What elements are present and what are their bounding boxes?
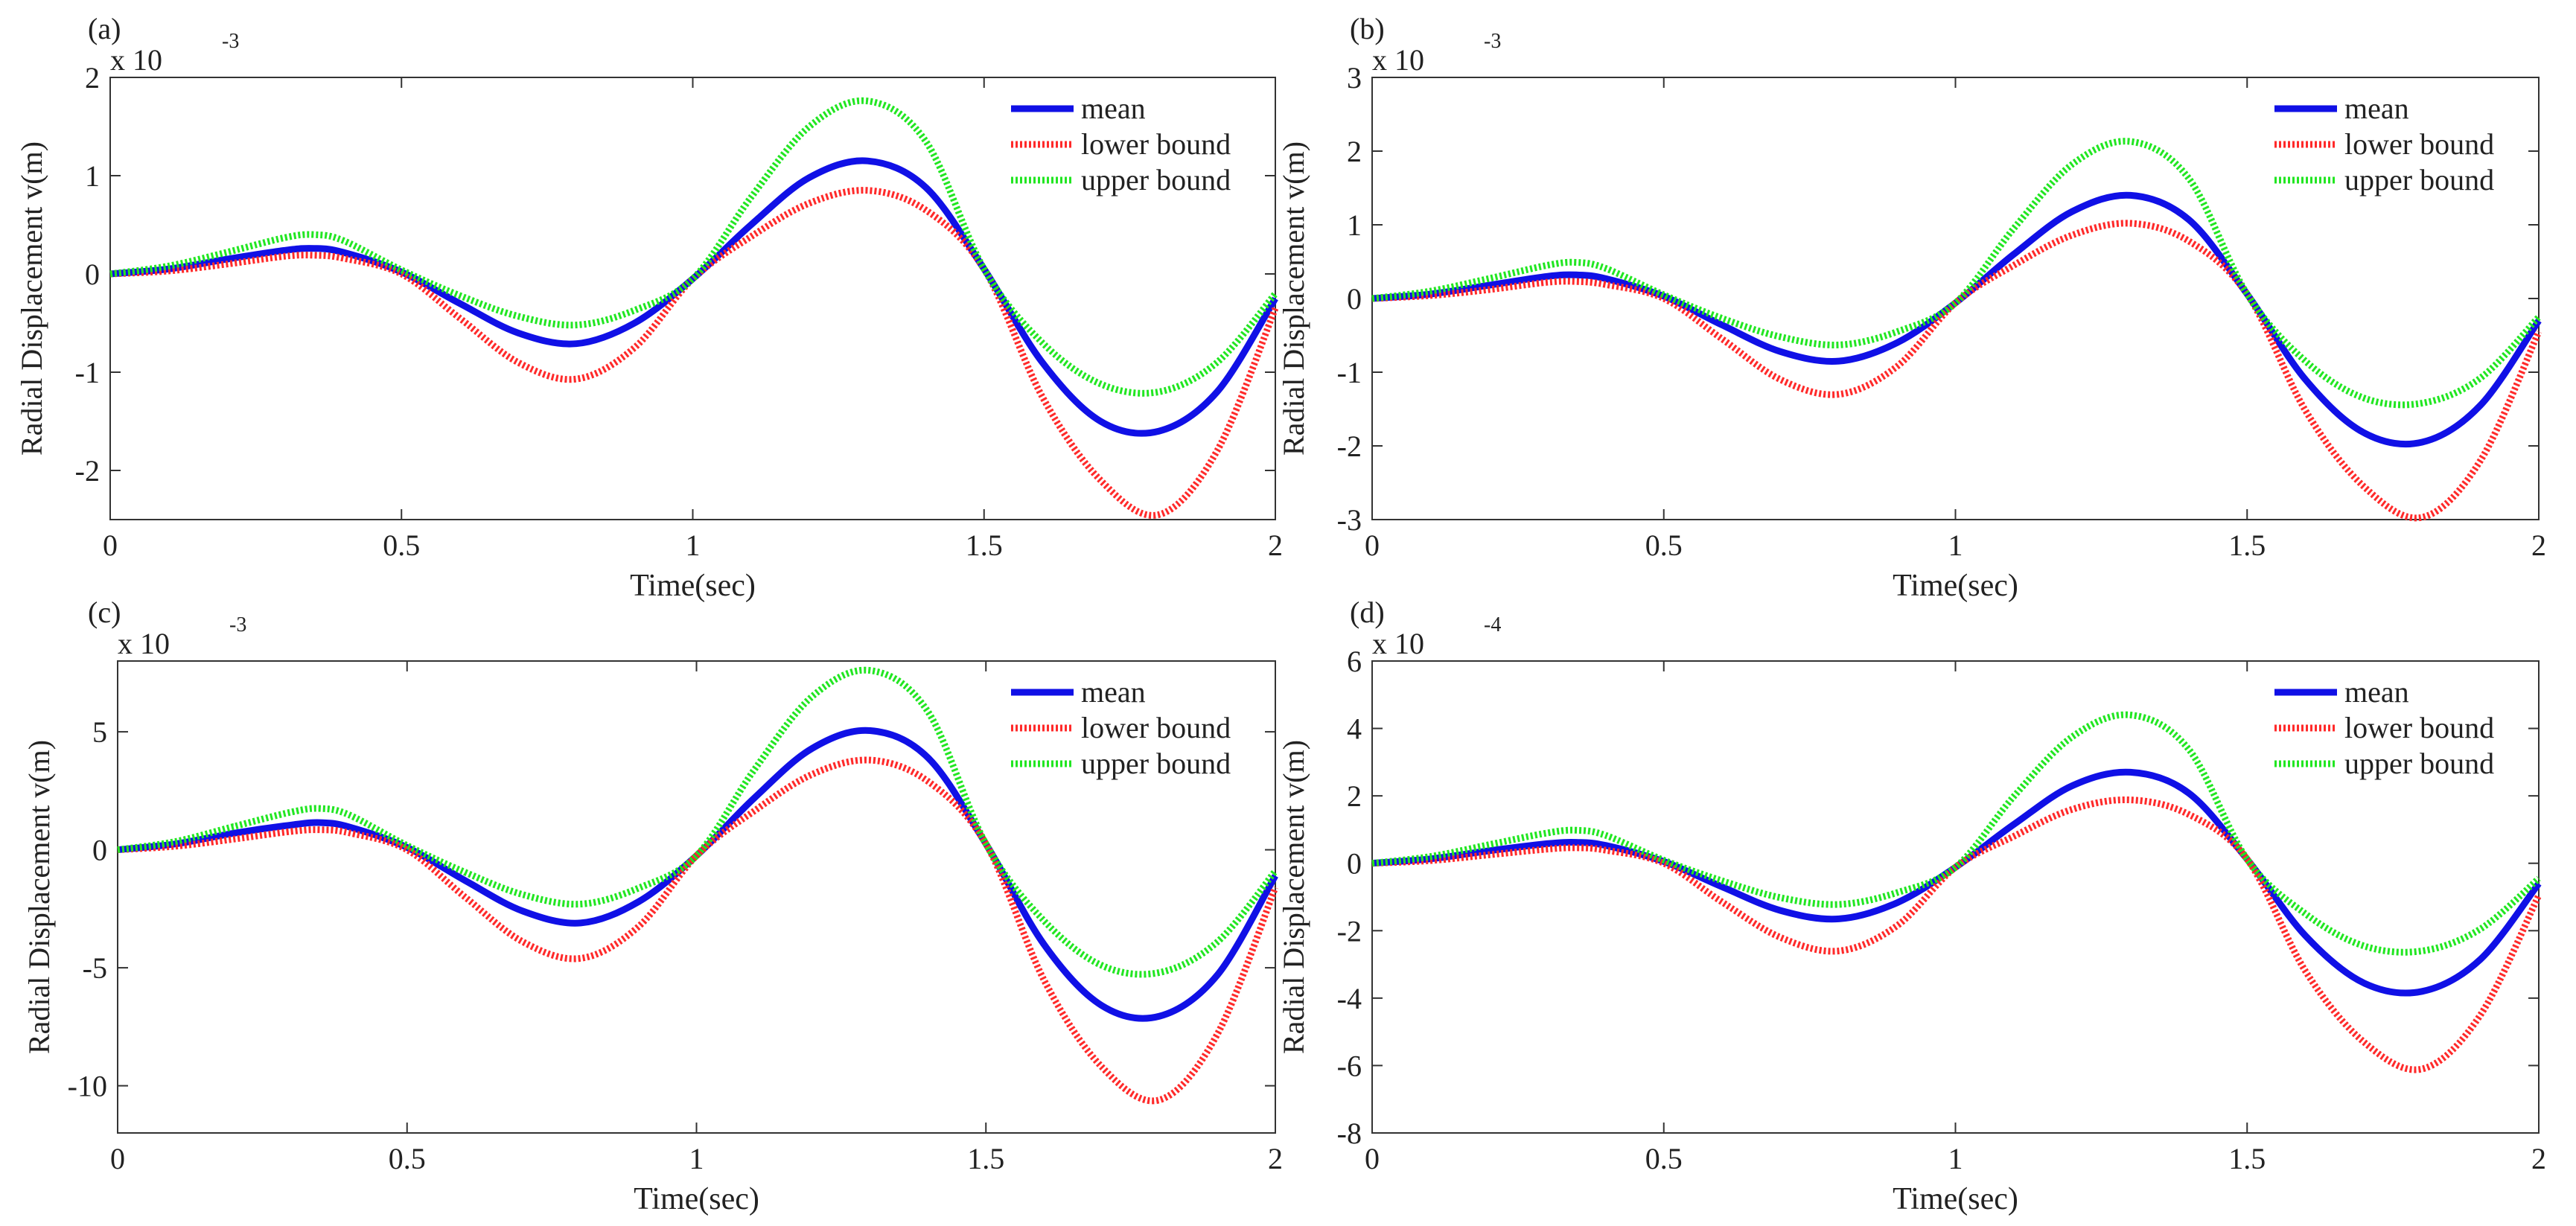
y-axis-label: Radial Displacement v(m) [1277,141,1310,456]
x-tick-label: 2 [1268,529,1283,562]
x-tick-label: 1 [1948,529,1963,562]
panel-label: (d) [1350,596,1385,629]
x-tick-label: 0 [103,529,118,562]
x-axis-label: Time(sec) [630,569,756,603]
legend-label: lower bound [2344,127,2494,161]
legend-label: mean [2344,92,2409,125]
legend-label: lower bound [2344,711,2494,744]
y-tick-label: 2 [85,61,100,95]
y-axis-label: Radial Displacement v(m) [1277,740,1310,1054]
legend-label: upper bound [1081,163,1231,197]
y-tick-label: -1 [75,356,100,389]
x-axis-label: Time(sec) [1893,569,2018,603]
x-tick-label: 0.5 [383,529,420,562]
x-axis-label: Time(sec) [1893,1182,2018,1216]
y-tick-label: 0 [1347,847,1362,881]
chart-panel-c: 0 0.5 1 1.5 2 -10 -5 0 5 Time(sec) Radial Displace… [22,596,1283,1216]
series-line-lower-bound [117,756,1279,1105]
legend-label: mean [2344,675,2409,709]
x-tick-label: 0 [1365,1142,1380,1175]
y-tick-label: 1 [1347,208,1362,242]
y-tick-label: 0 [1347,282,1362,316]
y-tick-label: 2 [1347,135,1362,168]
y-tick-label: -8 [1337,1117,1362,1150]
scale-factor-base: x 10 [110,43,162,77]
y-tick-label: -2 [1337,914,1362,948]
scale-factor-exponent: -3 [229,613,246,636]
series-line-upper-bound [1371,711,2541,956]
y-tick-label: -2 [75,454,100,488]
y-tick-label: -2 [1337,430,1362,463]
series-line-mean [109,157,1278,437]
y-tick-label: 0 [85,258,100,291]
y-tick-label: 0 [92,834,107,867]
y-tick-label: 3 [1347,61,1362,95]
scale-factor-exponent: -3 [1484,30,1501,53]
legend-label: upper bound [1081,747,1231,780]
x-tick-label: 1.5 [966,529,1003,562]
series-line-mean [1371,768,2542,997]
x-tick-label: 0.5 [1645,1142,1683,1175]
y-tick-label: 6 [1347,645,1362,678]
x-tick-label: 0 [1365,529,1380,562]
y-tick-label: 1 [85,159,100,193]
y-tick-label: 2 [1347,779,1362,813]
series-line-mean [1371,191,2542,448]
series-line-upper-bound [117,666,1278,978]
chart-panel-b: 0 0.5 1 1.5 2 -3 -2 -1 0 1 2 3 Time(sec) Radial Displ… [1277,12,2546,603]
legend-label: mean [1081,92,1146,125]
x-tick-label: 1 [1948,1142,1963,1175]
x-tick-label: 2 [2531,529,2546,562]
panel-label: (c) [88,596,121,629]
y-tick-label: -5 [83,951,107,985]
x-tick-label: 2 [2531,1142,2546,1175]
y-tick-label: -4 [1337,982,1362,1015]
series-line-lower-bound [109,187,1279,519]
x-tick-label: 0.5 [1645,529,1683,562]
panel-label: (b) [1350,12,1385,45]
legend-label: lower bound [1081,127,1231,161]
scale-factor-base: x 10 [1372,43,1424,77]
y-axis-label: Radial Displacement v(m) [15,141,48,456]
x-tick-label: 2 [1268,1142,1283,1175]
x-tick-label: 0.5 [389,1142,426,1175]
x-axis-label: Time(sec) [634,1182,759,1216]
chart-panel-a: 0 0.5 1 1.5 2 -2 -1 0 1 2 Time(sec) Radial Displace… [15,12,1283,603]
panel-label: (a) [88,12,121,45]
y-tick-label: -1 [1337,356,1362,389]
series-line-lower-bound [1371,796,2542,1073]
x-tick-label: 1 [689,1142,704,1175]
y-axis-label: Radial Displacement v(m) [22,740,56,1054]
legend-label: upper bound [2344,747,2494,780]
scale-factor-exponent: -4 [1484,613,1501,636]
y-tick-label: 4 [1347,712,1362,746]
x-tick-label: 1.5 [2228,529,2266,562]
y-tick-label: -10 [68,1070,107,1103]
y-tick-label: 5 [92,715,107,749]
chart-panel-d: 0 0.5 1 1.5 2 -8 -6 -4 -2 0 2 4 6 Time(sec) Radial Dis… [1277,596,2546,1216]
scale-factor-exponent: -3 [222,30,239,53]
y-tick-label: -6 [1337,1049,1362,1082]
y-tick-label: -3 [1337,503,1362,537]
scale-factor-base: x 10 [118,627,170,660]
legend-label: lower bound [1081,711,1231,744]
x-tick-label: 1.5 [967,1142,1004,1175]
scale-factor-base: x 10 [1372,627,1424,660]
legend-label: mean [1081,675,1146,709]
x-tick-label: 0 [110,1142,125,1175]
x-tick-label: 1 [686,529,701,562]
x-tick-label: 1.5 [2228,1142,2266,1175]
series-line-upper-bound [1371,138,2542,409]
series-line-lower-bound [1371,220,2542,522]
legend-label: upper bound [2344,163,2494,197]
